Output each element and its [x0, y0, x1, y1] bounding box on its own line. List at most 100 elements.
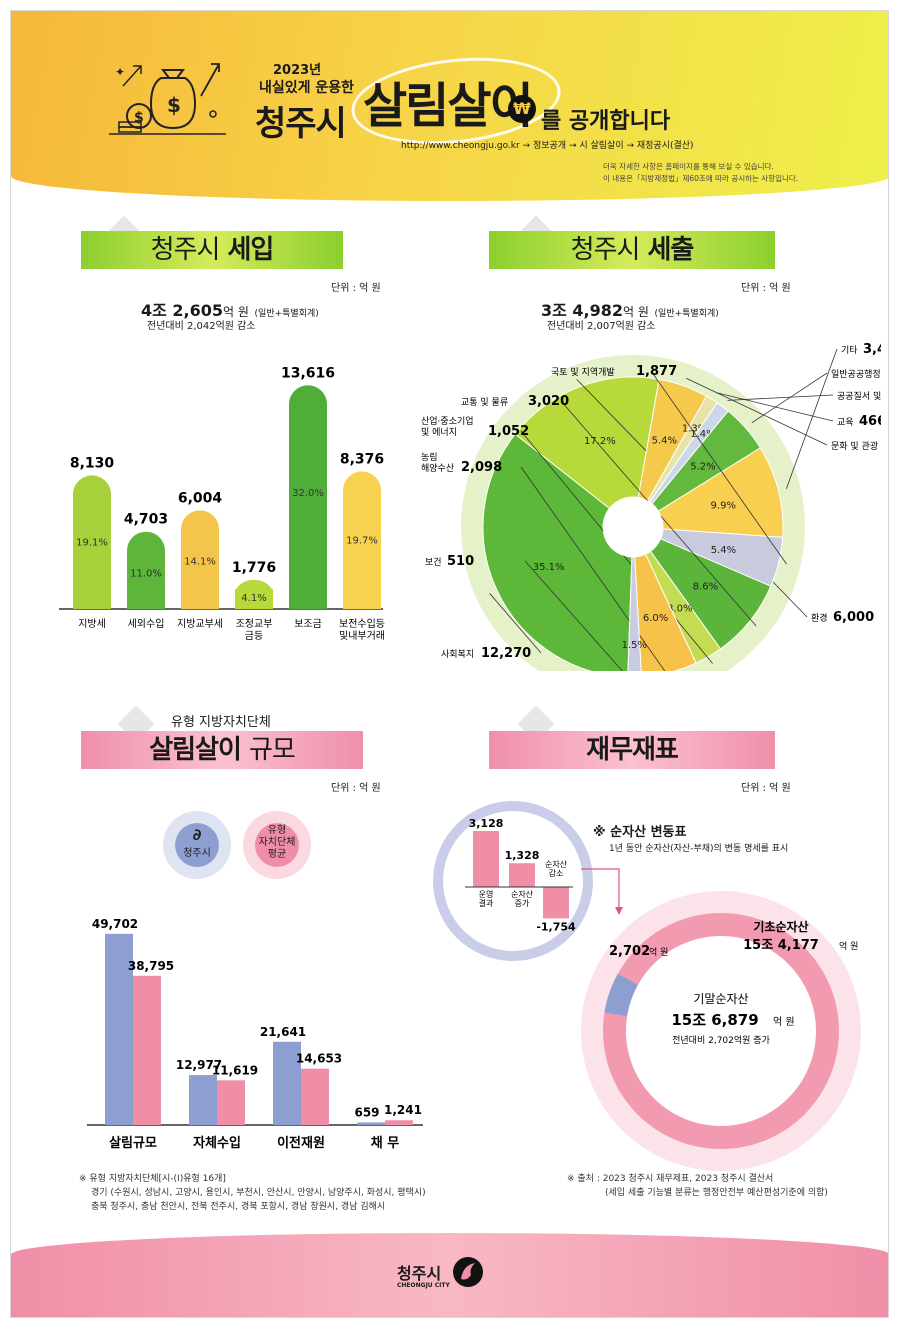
begin-unit: 억 원 — [839, 940, 858, 952]
legend-avg-badge: 유형 자치단체 평균 — [243, 811, 311, 879]
scale-title-main: 살림살이 — [149, 735, 242, 765]
header-suffix: 를 공개합니다 — [541, 109, 671, 134]
asset-diff-slice — [604, 973, 638, 1017]
expenditure-unit: 단위 : 억 원 — [741, 283, 791, 294]
expenditure-leader-line — [785, 348, 838, 490]
mini-value-label: 3,128 — [469, 817, 504, 830]
pie-center-hole — [603, 497, 663, 557]
scale-value-label: 1,241 — [384, 1103, 422, 1117]
revenue-total-value: 4조 2,605 — [141, 301, 224, 320]
expenditure-category-label: 일반공공행정 — [831, 368, 881, 380]
connector-line — [581, 868, 620, 911]
revenue-unit: 단위 : 억 원 — [331, 283, 381, 294]
revenue-value-label: 8,130 — [70, 455, 115, 471]
expenditure-category-label: 문화 및 관광 — [831, 440, 878, 452]
revenue-total-unit: 억 원 — [223, 305, 249, 319]
finance-source-1: ※ 출처 : 2023 청주시 재무제표, 2023 청주시 결산서 — [567, 1174, 774, 1184]
scale-value-label: 14,653 — [296, 1052, 342, 1066]
expenditure-leader-line — [686, 377, 828, 446]
mini-bar — [543, 887, 569, 919]
expenditure-value-label: 1,877 — [636, 364, 677, 379]
svg-text:$: $ — [167, 93, 181, 117]
average-bar — [385, 1120, 413, 1125]
revenue-total-note: (일반+특별회계) — [254, 309, 319, 319]
expenditure-category-label: 교육 — [837, 417, 854, 428]
revenue-title: 청주시 세입 — [81, 231, 343, 269]
revenue-bar-base — [289, 589, 327, 609]
money-bag-icon: $ $ ✦ — [109, 63, 226, 135]
expenditure-category-label: 교통 및 물류 — [461, 396, 508, 408]
footer-logo-sub: CHEONGJU CITY — [397, 1282, 450, 1289]
expenditure-leader-line — [524, 560, 623, 671]
expenditure-value-label: 466 — [859, 414, 881, 429]
revenue-bar-base — [343, 589, 381, 609]
expenditure-percent-label: 35.1% — [533, 562, 565, 573]
expenditure-value-label: 6,000 — [833, 610, 874, 625]
expenditure-slice — [482, 433, 633, 671]
net-asset-center — [626, 936, 816, 1126]
expenditure-leader-line — [727, 394, 834, 401]
expenditure-total-note: (일반+특별회계) — [654, 309, 719, 319]
begin-label: 기초순자산 — [753, 919, 808, 934]
connector-arrow-icon — [615, 907, 623, 915]
expenditure-category-label: 공공질서 및 안전 — [837, 390, 881, 402]
expenditure-leader-line — [751, 372, 828, 424]
expenditure-title-city: 청주시 — [570, 235, 641, 265]
begin-value: 15조 4,177 — [743, 938, 819, 953]
svg-text:$: $ — [134, 110, 144, 126]
revenue-percent-label: 4.1% — [241, 593, 266, 604]
revenue-value-label: 13,616 — [281, 365, 335, 381]
revenue-bar-base — [127, 589, 165, 609]
revenue-category-label: 지방세 — [78, 618, 106, 630]
revenue-bar-chart: 8,130 19.1% 지방세 4,703 11.0% 세외수입 6,004 14.1% 지방교… — [59, 365, 385, 642]
legend-city-badge: ∂ 청주시 — [163, 811, 231, 879]
scale-value-label: 21,641 — [260, 1025, 306, 1039]
revenue-category-label: 지방교부세 — [177, 618, 223, 630]
average-bar — [217, 1080, 245, 1125]
city-logo-icon: ∂ — [192, 825, 202, 844]
expenditure-total-unit: 억 원 — [623, 305, 649, 319]
diff-value: 2,702 — [609, 944, 650, 959]
scale-category-label: 채 무 — [371, 1136, 399, 1151]
average-bar — [301, 1068, 329, 1125]
expenditure-slice — [514, 376, 660, 510]
scale-kicker: 유형 지방자치단체 — [171, 715, 271, 730]
svg-text:✦: ✦ — [115, 65, 125, 79]
legend-city-label: 청주시 — [183, 848, 211, 859]
revenue-percent-label: 19.1% — [76, 538, 108, 549]
expenditure-value-label: 2,098 — [461, 460, 502, 475]
revenue-bar — [343, 471, 381, 609]
scale-value-label: 659 — [354, 1105, 379, 1119]
expenditure-total: 3조 4,982억 원 (일반+특별회계) — [541, 297, 719, 321]
revenue-category-label: 조정교부 금등 — [236, 618, 273, 642]
diff-unit: 억 원 — [649, 946, 668, 958]
revenue-title-city: 청주시 — [150, 235, 221, 265]
header-url[interactable]: http://www.cheongju.go.kr → 정보공개 → 시 살림살… — [401, 141, 694, 151]
finance-source-2: (세입 세출 기능별 분류는 행정안전부 예산편성기준에 의함) — [605, 1188, 828, 1198]
expenditure-value-label: 12,270 — [481, 646, 531, 661]
end-change: 전년대비 2,702억원 증가 — [672, 1034, 770, 1046]
expenditure-percent-label: 1.3% — [682, 423, 707, 434]
revenue-value-label: 8,376 — [340, 451, 384, 467]
expenditure-leader-line — [520, 466, 666, 671]
expenditure-percent-label: 5.4% — [652, 435, 677, 446]
change-title: ※ 순자산 변동표 — [593, 825, 687, 840]
city-bar — [273, 1041, 301, 1125]
expenditure-value-label: 510 — [447, 554, 474, 569]
expenditure-leader-line — [716, 392, 834, 422]
expenditure-category-label: 환경 — [811, 612, 828, 624]
mini-category-label: 순자산 증가 — [511, 889, 534, 908]
expenditure-percent-label: 1.4% — [690, 429, 715, 440]
expenditure-value-label: 3,020 — [528, 394, 569, 409]
won-icon: ₩ — [508, 95, 536, 123]
expenditure-leader-line — [489, 593, 542, 654]
header-brand: 살림살이 — [363, 78, 534, 134]
city-bar — [105, 933, 133, 1125]
scale-note-line-1: 경기 (수원시, 성남시, 고양시, 용인시, 부천시, 안산시, 안양시, 남… — [91, 1188, 426, 1198]
revenue-bar — [181, 510, 219, 609]
revenue-change: 전년대비 2,042억원 감소 — [147, 321, 256, 332]
legend-avg-label: 유형 자치단체 평균 — [258, 825, 296, 860]
revenue-value-label: 4,703 — [124, 512, 168, 528]
revenue-percent-label: 11.0% — [130, 569, 162, 580]
